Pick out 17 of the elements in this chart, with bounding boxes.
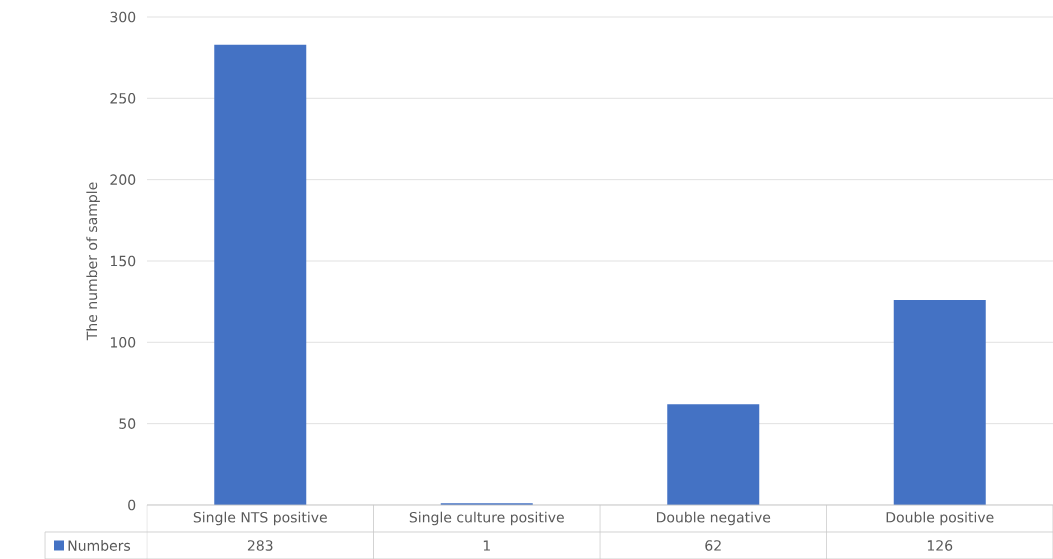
y-tick-label: 50	[119, 418, 136, 429]
data-label: 62	[705, 540, 721, 551]
x-tick-label: Single NTS positive	[193, 511, 327, 526]
data-label: 283	[247, 540, 273, 551]
x-tick-label: Double positive	[886, 511, 994, 526]
x-tick-label: Single culture positive	[409, 511, 564, 526]
legend-label: Numbers	[68, 540, 131, 551]
x-tick-label: Double negative	[656, 511, 771, 526]
y-tick-label: 250	[110, 93, 136, 104]
y-tick-label: 200	[110, 174, 136, 185]
y-tick-label: 150	[110, 255, 136, 267]
data-label: 126	[927, 540, 953, 551]
y-tick-label: 300	[110, 11, 136, 23]
y-tick-label: 100	[110, 337, 136, 348]
y-axis-title: The number of sample	[86, 182, 100, 341]
data-label: 1	[483, 540, 490, 551]
y-tick-label: 0	[128, 499, 136, 511]
